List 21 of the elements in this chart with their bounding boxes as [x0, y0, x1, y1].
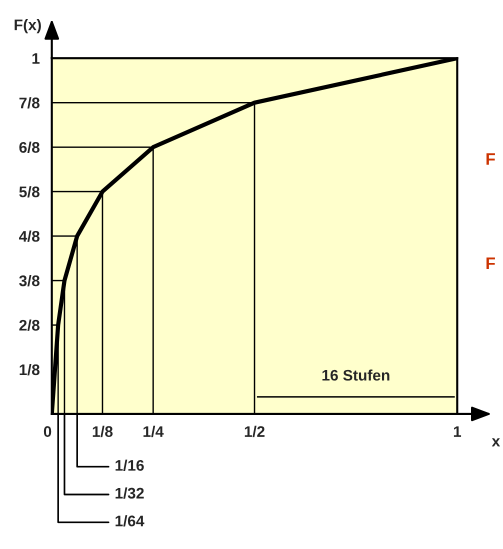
- x-axis-title: x: [492, 438, 500, 446]
- y-tick-label: 6/8: [19, 142, 40, 153]
- y-tick-label: 4/8: [19, 230, 40, 242]
- x-tick-label: 1/8: [92, 426, 113, 438]
- x-tick-label: 1: [454, 426, 462, 437]
- annotation: 16 Stufen: [322, 369, 390, 381]
- text: 1/32: [116, 487, 144, 499]
- y-tick-label: 1/8: [20, 364, 40, 376]
- y-tick-label: 5/8: [19, 186, 40, 198]
- y-axis-title: F(x): [14, 19, 41, 34]
- x-tick-label: 0: [44, 426, 52, 437]
- x-tick-label: 1/4: [144, 426, 164, 438]
- y-tick-label: 3/8: [19, 275, 40, 286]
- y-tick-label: 7/8: [19, 97, 40, 109]
- x-tick-label: 1/2: [244, 426, 265, 438]
- text: F: [486, 258, 495, 270]
- text: F: [486, 153, 495, 165]
- y-tick-label: 2/8: [19, 319, 40, 331]
- text: 1/16: [116, 460, 144, 471]
- text: 1/64: [116, 515, 144, 527]
- y-tick-label: 1: [32, 53, 40, 64]
